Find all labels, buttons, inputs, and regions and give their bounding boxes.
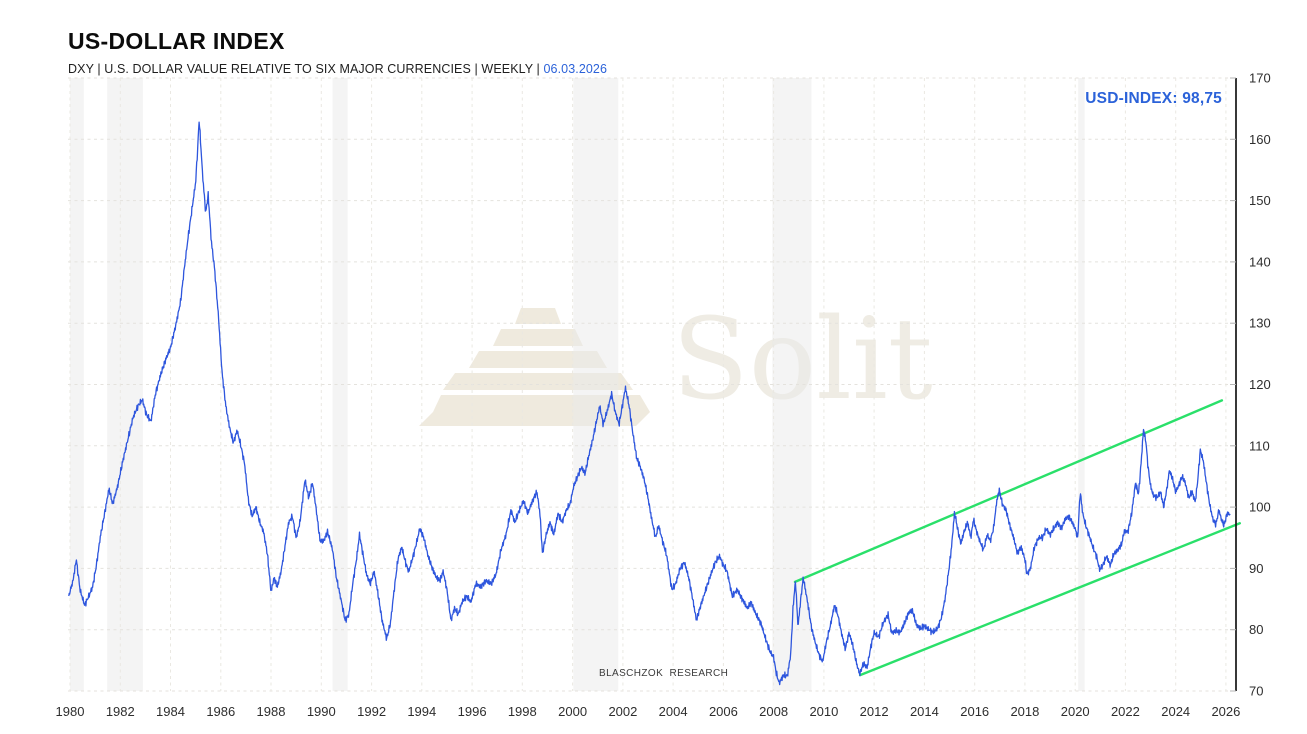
x-tick-label: 2004 xyxy=(659,704,688,719)
y-tick-label: 80 xyxy=(1249,622,1263,637)
y-tick-label: 120 xyxy=(1249,377,1271,392)
y-tick-label: 170 xyxy=(1249,71,1271,86)
x-tick-label: 1980 xyxy=(56,704,85,719)
chart-title: US-DOLLAR INDEX xyxy=(68,28,285,54)
chart-subtitle: DXY | U.S. DOLLAR VALUE RELATIVE TO SIX … xyxy=(68,62,607,76)
recession-band xyxy=(1078,78,1085,691)
x-tick-label: 2026 xyxy=(1211,704,1240,719)
y-tick-label: 110 xyxy=(1249,438,1270,453)
x-tick-label: 2016 xyxy=(960,704,989,719)
x-tick-label: 1994 xyxy=(407,704,436,719)
x-tick-label: 1992 xyxy=(357,704,386,719)
x-tick-label: 1986 xyxy=(206,704,235,719)
x-tick-label: 1982 xyxy=(106,704,135,719)
x-tick-label: 2018 xyxy=(1010,704,1039,719)
recession-band xyxy=(332,78,348,691)
x-tick-label: 1998 xyxy=(508,704,537,719)
x-tick-label: 2010 xyxy=(809,704,838,719)
x-tick-label: 1984 xyxy=(156,704,185,719)
x-tick-label: 2006 xyxy=(709,704,738,719)
watermark: Solit xyxy=(419,295,933,426)
x-tick-label: 2012 xyxy=(860,704,889,719)
recession-band xyxy=(107,78,143,691)
price-line xyxy=(68,121,1231,686)
x-tick-label: 1996 xyxy=(458,704,487,719)
research-credit: BLASCHZOK RESEARCH xyxy=(599,668,729,679)
y-tick-label: 90 xyxy=(1249,561,1263,576)
current-value-label: USD-INDEX: 98,75 xyxy=(1085,90,1222,107)
x-tick-label: 2008 xyxy=(759,704,788,719)
y-tick-label: 160 xyxy=(1249,132,1271,147)
trend-channel-upper-line xyxy=(793,399,1224,584)
x-tick-label: 2022 xyxy=(1111,704,1140,719)
y-tick-label: 140 xyxy=(1249,254,1271,269)
chart-subtitle-text: DXY | U.S. DOLLAR VALUE RELATIVE TO SIX … xyxy=(68,62,544,76)
x-tick-label: 2024 xyxy=(1161,704,1190,719)
y-tick-label: 130 xyxy=(1249,316,1271,331)
y-tick-label: 100 xyxy=(1249,500,1271,515)
y-tick-label: 70 xyxy=(1249,684,1263,699)
chart-date: 06.03.2026 xyxy=(543,62,608,76)
x-tick-label: 2000 xyxy=(558,704,587,719)
trend-channel-lower-line xyxy=(858,522,1242,677)
x-tick-label: 1990 xyxy=(307,704,336,719)
x-tick-label: 2002 xyxy=(608,704,637,719)
y-tick-label: 150 xyxy=(1249,193,1271,208)
x-tick-label: 1988 xyxy=(257,704,286,719)
x-tick-label: 2020 xyxy=(1061,704,1090,719)
x-tick-label: 2014 xyxy=(910,704,939,719)
